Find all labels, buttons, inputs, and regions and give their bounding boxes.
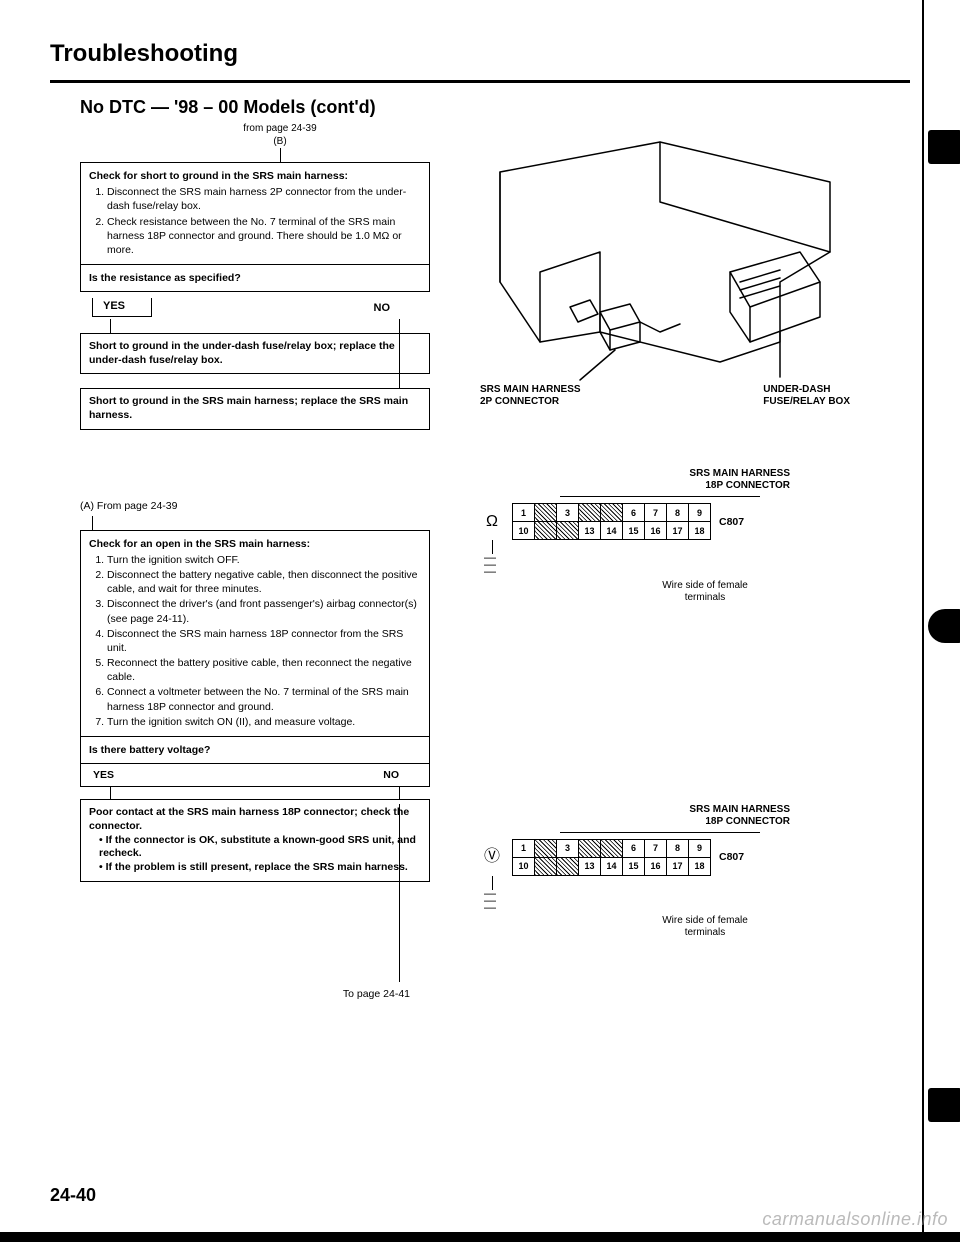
step: Disconnect the SRS main harness 18P conn…: [107, 627, 421, 655]
to-page-ref: To page 24-41: [80, 988, 480, 1000]
flow-line: [399, 804, 400, 982]
check-box-2-steps: Turn the ignition switch OFF. Disconnect…: [89, 553, 421, 729]
ohm-icon: Ω: [480, 514, 504, 530]
page-bottom-bar: [0, 1232, 960, 1242]
connector-note: Wire side of female terminals: [480, 580, 850, 604]
step: Connect a voltmeter between the No. 7 te…: [107, 685, 421, 713]
connector-ref: C807: [719, 851, 744, 863]
check-box-2-heading: Check for an open in the SRS main harnes…: [89, 537, 421, 551]
connector-ref: C807: [719, 516, 744, 528]
flow-line: [280, 148, 460, 162]
voltmeter-icon: Ⓥ: [480, 849, 504, 865]
flow-line: [110, 319, 460, 333]
page-number: 24-40: [50, 1185, 96, 1206]
from-page-ref: from page 24-39 (B): [80, 122, 480, 148]
question-box-2: Is there battery voltage?: [80, 737, 430, 764]
step: Disconnect the SRS main harness 2P conne…: [107, 185, 421, 213]
flow-line: [399, 330, 400, 388]
action-yes-1: Short to ground in the under-dash fuse/r…: [80, 333, 430, 374]
tab-marker: [928, 1088, 960, 1122]
no-label: NO: [374, 298, 401, 317]
step: Check resistance between the No. 7 termi…: [107, 215, 421, 258]
page-title: Troubleshooting: [50, 40, 910, 68]
check-box-1-heading: Check for short to ground in the SRS mai…: [89, 169, 421, 183]
step: Disconnect the battery negative cable, t…: [107, 568, 421, 596]
connector-note: Wire side of female terminals: [480, 915, 850, 939]
check-box-1: Check for short to ground in the SRS mai…: [80, 162, 430, 265]
yes-label: YES: [92, 298, 152, 317]
action-yes-2: Poor contact at the SRS main harness 18P…: [80, 799, 430, 881]
connector-pinout: 13678910131415161718: [512, 839, 711, 876]
flow-line: [92, 516, 460, 530]
flow-line: [110, 787, 460, 799]
step: Turn the ignition switch OFF.: [107, 553, 421, 567]
underdash-illustration: [480, 132, 850, 392]
tab-marker: [928, 130, 960, 164]
tab-marker: [928, 609, 960, 643]
section-subtitle: No DTC — '98 – 00 Models (cont'd): [80, 97, 910, 118]
connector-pinout: 13678910131415161718: [512, 503, 711, 540]
step: Turn the ignition switch ON (II), and me…: [107, 715, 421, 729]
connector-diagram-1: SRS MAIN HARNESS 18P CONNECTOR Ω 1367891…: [480, 468, 850, 604]
action-no-1: Short to ground in the SRS main harness;…: [80, 388, 430, 429]
check-box-2: Check for an open in the SRS main harnes…: [80, 530, 430, 737]
flow-line: [399, 787, 400, 799]
step: Reconnect the battery positive cable, th…: [107, 656, 421, 684]
step: Disconnect the driver's (and front passe…: [107, 597, 421, 625]
title-rule: [50, 80, 910, 83]
check-box-1-steps: Disconnect the SRS main harness 2P conne…: [89, 185, 421, 257]
yes-no-row-2: YESNO: [80, 764, 430, 787]
watermark: carmanualsonline.info: [762, 1209, 948, 1230]
continuation-a: (A) From page 24-39: [80, 500, 460, 512]
connector-diagram-2: SRS MAIN HARNESS 18P CONNECTOR Ⓥ 1367891…: [480, 804, 850, 940]
binder-tabs: [922, 0, 960, 1232]
question-box-1: Is the resistance as specified?: [80, 265, 430, 292]
